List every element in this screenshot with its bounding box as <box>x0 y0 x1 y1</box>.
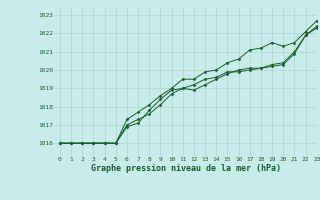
X-axis label: Graphe pression niveau de la mer (hPa): Graphe pression niveau de la mer (hPa) <box>91 164 281 173</box>
